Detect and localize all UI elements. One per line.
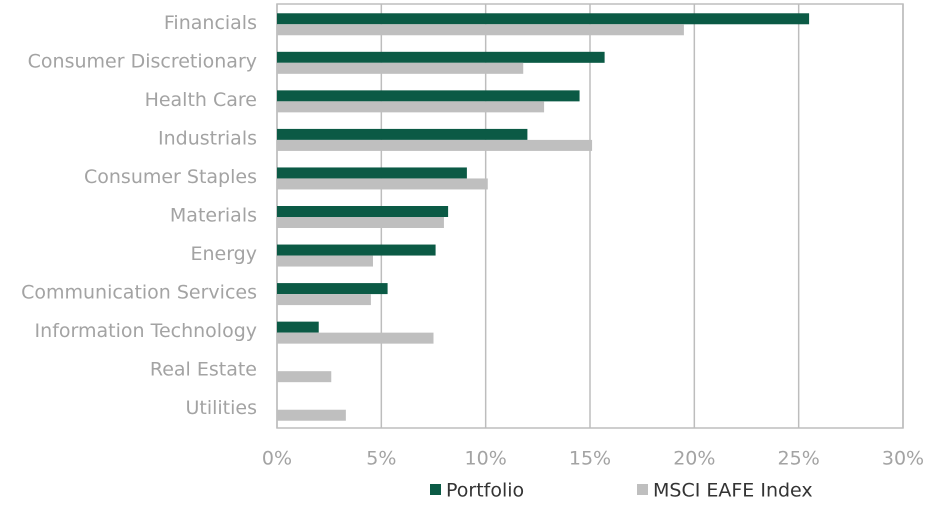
y-tick-label: Consumer Discretionary — [28, 50, 257, 72]
y-tick-label: Real Estate — [150, 359, 257, 381]
bar — [277, 206, 449, 217]
bar — [277, 294, 371, 306]
bar — [277, 409, 346, 421]
y-tick-label: Health Care — [145, 89, 257, 111]
bar — [277, 101, 545, 113]
bar — [277, 244, 436, 256]
bar — [277, 255, 373, 267]
legend-swatch — [430, 484, 441, 495]
x-tick-label: 30% — [882, 448, 924, 470]
y-tick-label: Communication Services — [21, 282, 257, 304]
bar — [277, 51, 605, 63]
legend-swatch — [637, 484, 648, 495]
x-tick-label: 5% — [366, 448, 396, 470]
y-tick-label: Financials — [164, 12, 257, 34]
bar — [277, 371, 332, 383]
y-tick-label: Energy — [190, 243, 257, 265]
y-tick-label: Utilities — [185, 397, 257, 419]
bar — [277, 24, 684, 36]
x-tick-label: 0% — [262, 448, 292, 470]
bar — [277, 13, 810, 25]
x-tick-label: 15% — [569, 448, 611, 470]
y-tick-label: Materials — [170, 205, 257, 227]
bar — [277, 167, 467, 179]
x-tick-label: 25% — [778, 448, 820, 470]
bar — [277, 332, 434, 344]
bar — [277, 128, 528, 140]
bar — [277, 283, 388, 295]
bar — [277, 139, 593, 151]
bar — [277, 62, 524, 74]
bar — [277, 321, 319, 333]
legend-label: Portfolio — [446, 480, 524, 502]
y-tick-label: Industrials — [158, 127, 257, 149]
bar — [277, 178, 488, 190]
bar — [277, 90, 580, 102]
bar — [277, 217, 444, 228]
y-tick-label: Consumer Staples — [84, 166, 257, 188]
x-tick-label: 20% — [673, 448, 715, 470]
legend-label: MSCI EAFE Index — [653, 480, 813, 502]
y-tick-label: Information Technology — [35, 320, 257, 342]
x-tick-label: 10% — [465, 448, 507, 470]
